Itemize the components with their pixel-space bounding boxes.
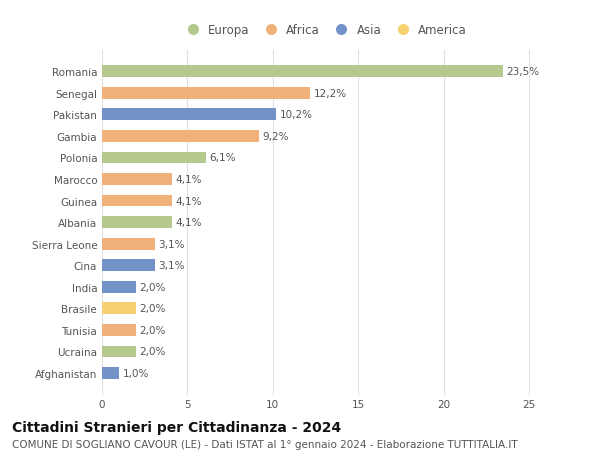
Text: Cittadini Stranieri per Cittadinanza - 2024: Cittadini Stranieri per Cittadinanza - 2… [12, 420, 341, 434]
Bar [102, 367, 119, 379]
Bar [102, 260, 155, 272]
Text: 1,0%: 1,0% [122, 368, 149, 378]
Bar [102, 66, 503, 78]
Text: 2,0%: 2,0% [140, 282, 166, 292]
Text: 23,5%: 23,5% [507, 67, 540, 77]
Text: COMUNE DI SOGLIANO CAVOUR (LE) - Dati ISTAT al 1° gennaio 2024 - Elaborazione TU: COMUNE DI SOGLIANO CAVOUR (LE) - Dati IS… [12, 439, 518, 449]
Bar [102, 346, 136, 358]
Text: 12,2%: 12,2% [314, 89, 347, 99]
Text: 9,2%: 9,2% [263, 132, 289, 141]
Bar [102, 174, 172, 185]
Bar [102, 109, 276, 121]
Bar [102, 195, 172, 207]
Bar [102, 88, 310, 100]
Bar [102, 131, 259, 142]
Bar [102, 152, 206, 164]
Bar [102, 303, 136, 314]
Legend: Europa, Africa, Asia, America: Europa, Africa, Asia, America [179, 22, 469, 39]
Text: 3,1%: 3,1% [158, 239, 185, 249]
Text: 4,1%: 4,1% [175, 174, 202, 185]
Bar [102, 217, 172, 229]
Text: 4,1%: 4,1% [175, 218, 202, 228]
Text: 2,0%: 2,0% [140, 304, 166, 313]
Bar [102, 324, 136, 336]
Text: 10,2%: 10,2% [280, 110, 313, 120]
Text: 2,0%: 2,0% [140, 325, 166, 335]
Text: 3,1%: 3,1% [158, 261, 185, 271]
Text: 2,0%: 2,0% [140, 347, 166, 357]
Bar [102, 238, 155, 250]
Text: 4,1%: 4,1% [175, 196, 202, 206]
Text: 6,1%: 6,1% [209, 153, 236, 163]
Bar [102, 281, 136, 293]
